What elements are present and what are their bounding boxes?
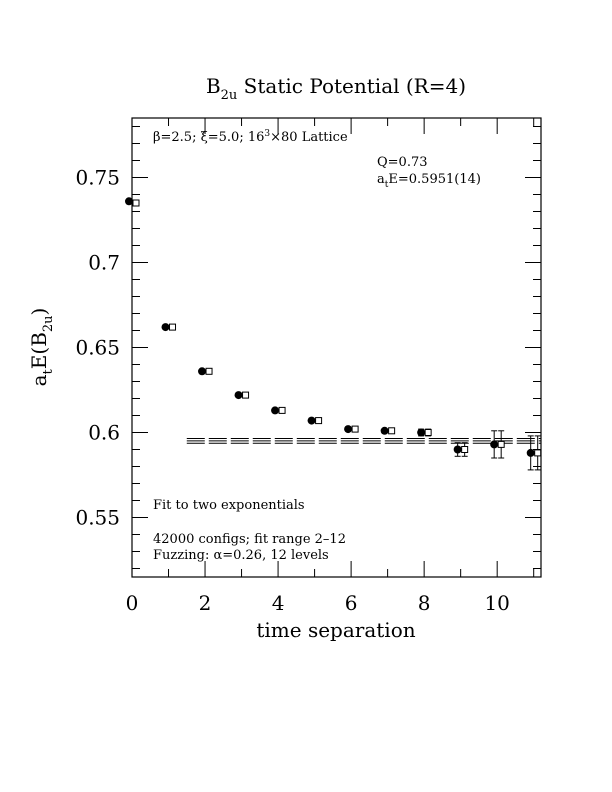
data-point-square (242, 391, 250, 399)
data-point-circle (234, 391, 243, 400)
data-point-circle (490, 440, 499, 449)
y-tick-label: 0.75 (75, 166, 120, 190)
x-tick-label: 2 (199, 591, 212, 615)
data-point-circle (344, 425, 353, 434)
y-tick-labels: 0.55 0.6 0.65 0.7 0.75 (75, 166, 120, 530)
y-axis-label: atE(B2u) (27, 308, 56, 387)
data-point-circle (307, 416, 316, 425)
data-point-square (132, 199, 140, 207)
data-point-square (351, 425, 359, 433)
data-point-square (315, 417, 323, 425)
fit-energy-label: atE=0.5951(14) (377, 172, 481, 190)
data-point-circle (161, 323, 170, 332)
x-tick-label: 8 (418, 591, 431, 615)
x-tick-label: 0 (126, 591, 139, 615)
data-points (125, 197, 542, 471)
data-point-circle (271, 406, 280, 415)
data-point-circle (380, 426, 389, 435)
x-tick-label: 6 (345, 591, 358, 615)
data-point-square (278, 406, 286, 414)
data-point-square (205, 367, 213, 375)
y-tick-label: 0.7 (88, 251, 120, 275)
fit-q-label: Q=0.73 (377, 155, 428, 170)
lattice-note: β=2.5; ξ=5.0; 163×80 Lattice (153, 129, 348, 145)
data-point-circle (453, 445, 462, 454)
data-point-circle (526, 448, 535, 457)
y-tick-label: 0.65 (75, 336, 120, 360)
data-point-square (497, 440, 505, 448)
data-point-square (424, 429, 432, 436)
x-tick-label: 10 (484, 591, 509, 615)
y-tick-label: 0.55 (75, 506, 120, 530)
data-point-circle (417, 428, 426, 437)
x-tick-labels: 0 2 4 6 8 10 (126, 591, 510, 615)
axis-ticks (131, 118, 541, 577)
data-point-square (169, 323, 177, 331)
chart-title: B2u Static Potential (R=4) (206, 74, 466, 103)
fuzzing-note: Fuzzing: α=0.26, 12 levels (153, 548, 329, 563)
data-point-square (534, 449, 542, 457)
data-point-circle (198, 367, 207, 376)
x-tick-label: 4 (272, 591, 285, 615)
fit-method-note: Fit to two exponentials (153, 498, 305, 513)
configs-note: 42000 configs; fit range 2–12 (153, 532, 346, 547)
data-point-square (461, 446, 469, 453)
y-tick-label: 0.6 (88, 421, 120, 445)
data-point-circle (125, 197, 133, 206)
x-axis-label: time separation (256, 618, 415, 642)
fit-band (186, 437, 541, 444)
data-point-square (388, 427, 396, 435)
